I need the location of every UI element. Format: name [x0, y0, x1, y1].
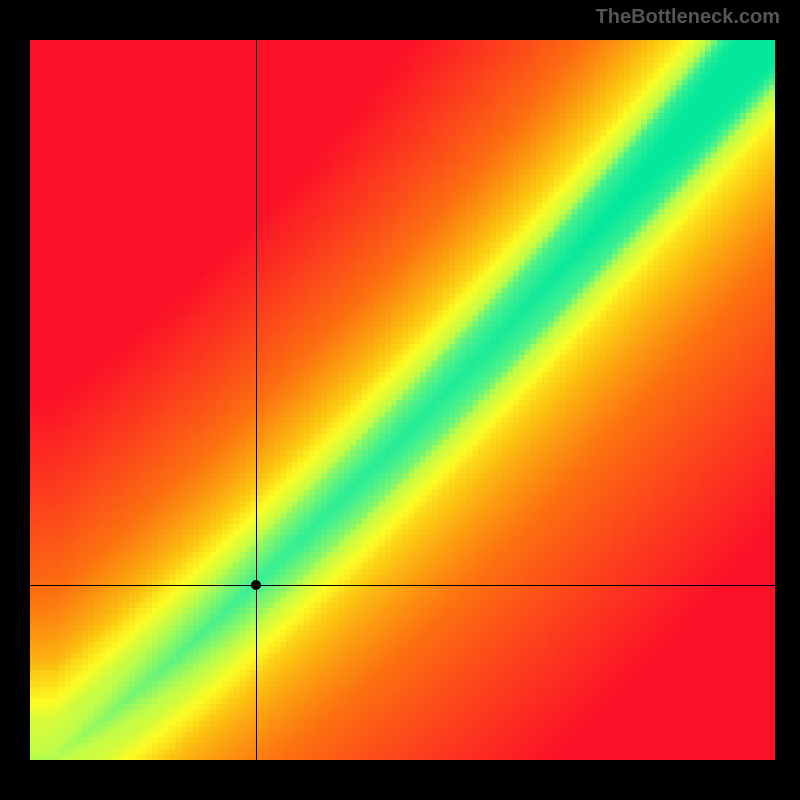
marker-dot — [251, 580, 261, 590]
plot-area — [30, 40, 775, 760]
crosshair-horizontal — [30, 585, 775, 586]
watermark-text: TheBottleneck.com — [596, 6, 780, 29]
heatmap-canvas — [30, 40, 775, 760]
crosshair-vertical — [256, 40, 257, 760]
figure-container: TheBottleneck.com — [0, 0, 800, 800]
